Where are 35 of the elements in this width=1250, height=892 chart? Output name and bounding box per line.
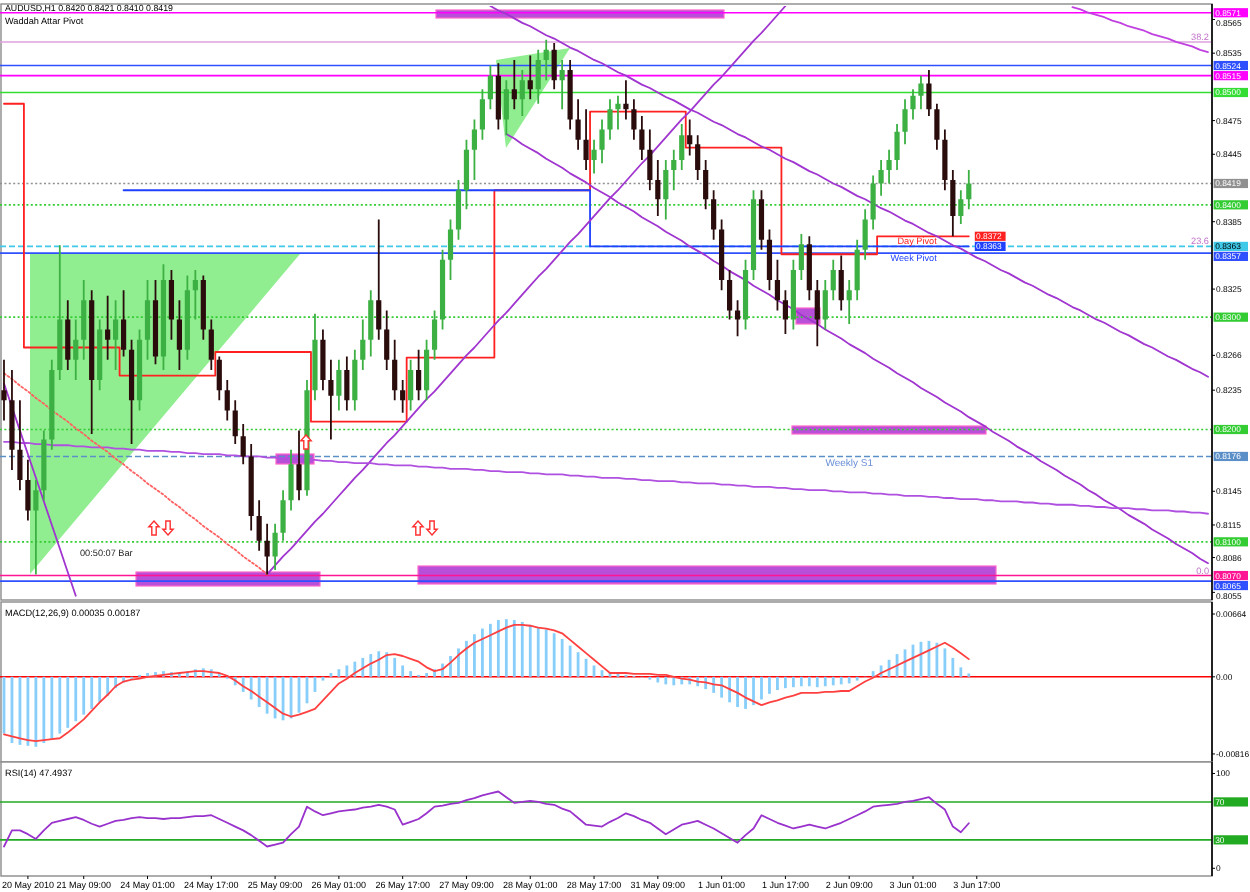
candlestick — [17, 400, 23, 491]
candlestick — [328, 359, 334, 440]
candlestick — [631, 99, 637, 140]
candlestick — [623, 80, 629, 120]
candlestick — [296, 430, 302, 501]
candlestick — [1, 359, 7, 421]
candlestick — [9, 369, 15, 470]
candlestick — [902, 99, 908, 145]
candlestick — [934, 103, 940, 150]
candlestick — [583, 109, 589, 171]
candlestick — [878, 159, 884, 196]
candlestick — [591, 139, 597, 174]
candlestick — [511, 59, 517, 110]
candlestick — [615, 95, 621, 130]
candlestick — [599, 119, 605, 164]
line-series — [3, 372, 269, 576]
candlestick — [886, 149, 892, 184]
candlestick — [280, 490, 286, 541]
candlestick — [25, 459, 31, 521]
candlestick — [910, 89, 916, 120]
line-series — [3, 440, 1209, 515]
line-series — [1071, 6, 1209, 53]
line-series — [3, 623, 970, 742]
line-series — [3, 790, 970, 848]
candlestick — [918, 75, 924, 110]
candlestick — [846, 280, 852, 324]
candlestick — [575, 99, 581, 150]
candlestick — [607, 99, 613, 140]
candlestick — [105, 295, 111, 360]
candlestick — [33, 480, 39, 575]
line-series — [3, 382, 77, 597]
candlestick — [376, 219, 382, 340]
candlestick — [527, 55, 533, 100]
candlestick — [192, 269, 198, 320]
candlestick — [559, 59, 565, 110]
